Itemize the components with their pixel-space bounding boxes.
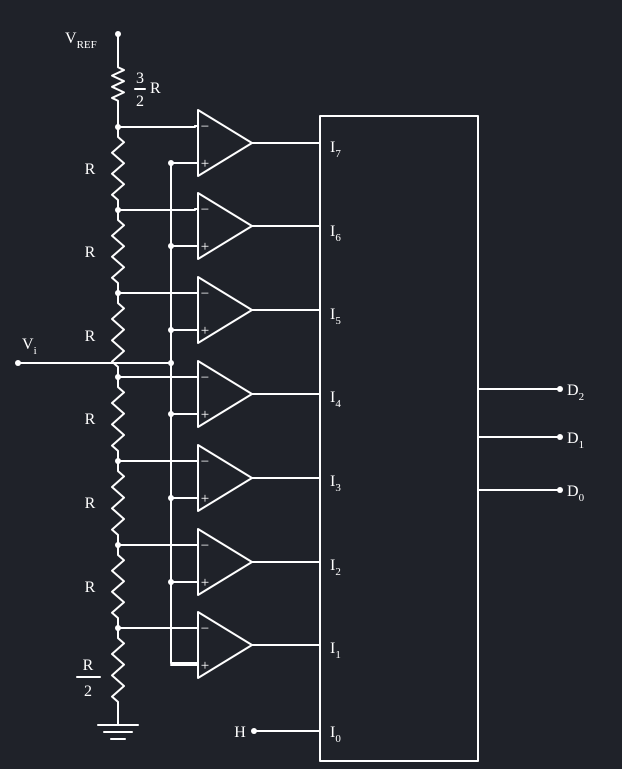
- comparator-3: [197, 444, 253, 512]
- junction-dot: [168, 495, 174, 501]
- encoder-input-label-sub: 5: [335, 315, 341, 327]
- comparator-2: [197, 528, 253, 596]
- top-resistor-den: 2: [136, 93, 144, 110]
- resistor-5: [111, 292, 125, 378]
- resistor-label: R: [85, 161, 96, 178]
- encoder-input-label: I3: [330, 473, 341, 494]
- encoder-input-label-main: I: [330, 389, 335, 406]
- resistor-label: R: [85, 411, 96, 428]
- comparator-minus: −: [201, 119, 209, 135]
- junction-dot: [168, 579, 174, 585]
- encoder-input-label-sub: 7: [335, 148, 341, 160]
- vref-label: VREF: [65, 30, 97, 51]
- comparator-4: [197, 360, 253, 428]
- resistor-label: R: [85, 579, 96, 596]
- encoder-box: [319, 115, 479, 762]
- output-terminal: [557, 487, 563, 493]
- encoder-input-label-sub: 0: [335, 733, 341, 745]
- resistor-3: [111, 460, 125, 546]
- output-label-sub: 0: [579, 492, 585, 504]
- vi-label: Vi: [22, 336, 37, 357]
- vref-label-sub: REF: [77, 39, 97, 51]
- h-label: H: [234, 724, 246, 741]
- bottom-resistor-den: 2: [84, 683, 92, 700]
- vref-label-main: V: [65, 30, 77, 47]
- comparator-plus: +: [201, 156, 209, 172]
- output-label-main: D: [567, 382, 579, 399]
- resistor-label: R: [85, 328, 96, 345]
- encoder-input-label: I0: [330, 724, 341, 745]
- resistor-top: [111, 61, 125, 107]
- output-label: D2: [567, 382, 584, 403]
- junction-dot: [168, 327, 174, 333]
- output-label-sub: 1: [579, 439, 585, 451]
- output-label-main: D: [567, 430, 579, 447]
- comparator-5: [197, 276, 253, 344]
- output-label: D0: [567, 483, 585, 504]
- junction-dot: [168, 411, 174, 417]
- encoder-input-label-sub: 6: [335, 232, 341, 244]
- top-resistor-unit: R: [150, 80, 161, 97]
- comparator-7: [197, 109, 253, 177]
- comparator-minus: −: [201, 454, 209, 470]
- comparator-plus: +: [201, 658, 209, 674]
- output-label-sub: 2: [579, 391, 585, 403]
- encoder-input-label-sub: 1: [335, 649, 341, 661]
- encoder-input-label: I2: [330, 557, 341, 578]
- encoder-input-label-sub: 2: [335, 566, 341, 578]
- output-label-main: D: [567, 483, 579, 500]
- comparator-minus: −: [201, 202, 209, 218]
- wires: [15, 31, 563, 762]
- output-label: D1: [567, 430, 584, 451]
- encoder-input-label-main: I: [330, 306, 335, 323]
- resistor-4: [111, 376, 125, 462]
- labels: VREF32RRRRRRRR2Vi−+−+−+−+−+−+−+I7I6I5I4I…: [22, 30, 585, 745]
- comparator-plus: +: [201, 407, 209, 423]
- comparator-plus: +: [201, 239, 209, 255]
- encoder-input-label: I6: [330, 223, 341, 244]
- comparator-6: [197, 192, 253, 260]
- comparator-1: [197, 611, 253, 679]
- encoder-input-label: I5: [330, 306, 341, 327]
- comparator-minus: −: [201, 538, 209, 554]
- encoder-input-label-sub: 3: [335, 482, 341, 494]
- encoder-input-label-main: I: [330, 724, 335, 741]
- comparator-plus: +: [201, 575, 209, 591]
- encoder-input-label-main: I: [330, 223, 335, 240]
- output-terminal: [557, 386, 563, 392]
- junction-dot: [168, 160, 174, 166]
- encoder-input-label: I7: [330, 139, 341, 160]
- encoder-input-label-main: I: [330, 557, 335, 574]
- junction-dot: [168, 243, 174, 249]
- output-terminal: [557, 434, 563, 440]
- comparator-plus: +: [201, 491, 209, 507]
- encoder-input-label-main: I: [330, 473, 335, 490]
- bottom-resistor-num: R: [83, 657, 94, 674]
- encoder-input-label: I1: [330, 640, 341, 661]
- minus-input-wire: [117, 208, 196, 211]
- encoder-input-label-main: I: [330, 139, 335, 156]
- resistor-bottom: [111, 627, 125, 713]
- vi-label-sub: i: [34, 345, 37, 357]
- encoder-input-label: I4: [330, 389, 341, 410]
- resistor-6: [111, 209, 125, 294]
- resistor-label: R: [85, 244, 96, 261]
- comparator-minus: −: [201, 370, 209, 386]
- comparator-plus: +: [201, 323, 209, 339]
- resistor-7: [111, 126, 125, 211]
- resistor-2: [111, 544, 125, 629]
- encoder-input-label-sub: 4: [335, 398, 341, 410]
- minus-input-wire: [117, 125, 196, 128]
- comparator-minus: −: [201, 621, 209, 637]
- comparator-minus: −: [201, 286, 209, 302]
- vi-label-main: V: [22, 336, 34, 353]
- encoder-input-label-main: I: [330, 640, 335, 657]
- top-resistor-num: 3: [136, 70, 144, 87]
- resistor-label: R: [85, 495, 96, 512]
